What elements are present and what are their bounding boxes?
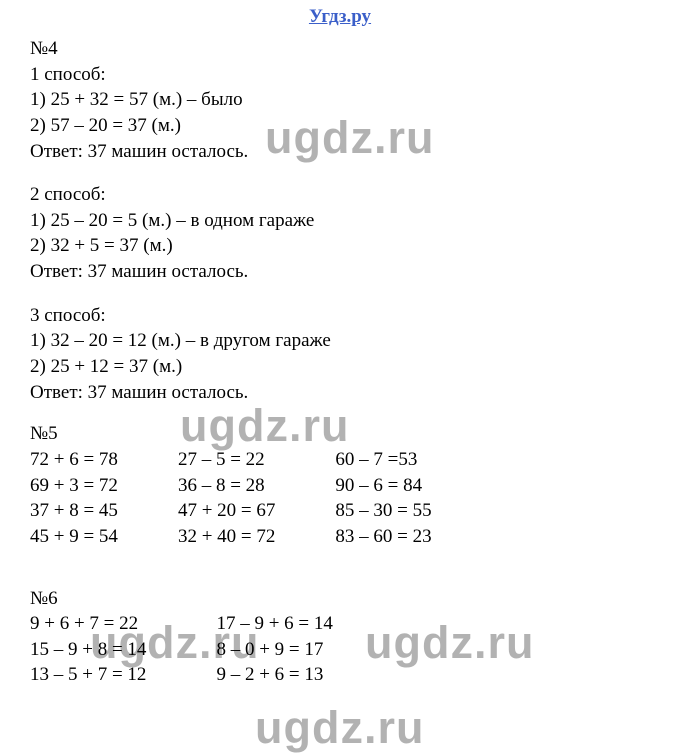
method-2-step-2: 2) 32 + 5 = 37 (м.) [30,233,650,259]
p5-c1-r1: 72 + 6 = 78 [30,447,118,473]
p5-c3-r2: 90 – 6 = 84 [335,473,431,499]
problem-5-col-2: 27 – 5 = 22 36 – 8 = 28 47 + 20 = 67 32 … [178,447,275,550]
problem-6-col-2: 17 – 9 + 6 = 14 8 – 0 + 9 = 17 9 – 2 + 6… [216,611,332,688]
p6-c1-r2: 15 – 9 + 8 = 14 [30,637,146,663]
method-1-step-2: 2) 57 – 20 = 37 (м.) [30,113,650,139]
problem-6: №6 9 + 6 + 7 = 22 15 – 9 + 8 = 14 13 – 5… [30,586,650,689]
problem-5: №5 72 + 6 = 78 69 + 3 = 72 37 + 8 = 45 4… [30,421,650,549]
problem-5-col-1: 72 + 6 = 78 69 + 3 = 72 37 + 8 = 45 45 +… [30,447,118,550]
p6-c2-r2: 8 – 0 + 9 = 17 [216,637,332,663]
p5-c2-r3: 47 + 20 = 67 [178,498,275,524]
p6-c1-r1: 9 + 6 + 7 = 22 [30,611,146,637]
method-3-step-2: 2) 25 + 12 = 37 (м.) [30,354,650,380]
page-content: Угдз.ру №4 1 способ: 1) 25 + 32 = 57 (м.… [30,0,650,702]
method-1-label: 1 способ: [30,62,650,88]
watermark-text: ugdz.ru [255,702,424,754]
method-2-answer: Ответ: 37 машин осталось. [30,259,650,285]
problem-6-title: №6 [30,586,650,612]
problem-5-columns: 72 + 6 = 78 69 + 3 = 72 37 + 8 = 45 45 +… [30,447,650,550]
p6-c2-r3: 9 – 2 + 6 = 13 [216,662,332,688]
problem-4: №4 1 способ: 1) 25 + 32 = 57 (м.) – было… [30,36,650,405]
p6-c2-r1: 17 – 9 + 6 = 14 [216,611,332,637]
problem-6-col-1: 9 + 6 + 7 = 22 15 – 9 + 8 = 14 13 – 5 + … [30,611,146,688]
method-3-label: 3 способ: [30,303,650,329]
problem-4-title: №4 [30,36,650,62]
method-3-answer: Ответ: 37 машин осталось. [30,380,650,406]
p5-c1-r3: 37 + 8 = 45 [30,498,118,524]
method-2-step-1: 1) 25 – 20 = 5 (м.) – в одном гараже [30,208,650,234]
p5-c3-r3: 85 – 30 = 55 [335,498,431,524]
problem-5-title: №5 [30,421,650,447]
p5-c2-r4: 32 + 40 = 72 [178,524,275,550]
p5-c2-r1: 27 – 5 = 22 [178,447,275,473]
site-header-link[interactable]: Угдз.ру [30,6,650,28]
method-2-label: 2 способ: [30,182,650,208]
method-3-step-1: 1) 32 – 20 = 12 (м.) – в другом гараже [30,328,650,354]
p5-c3-r4: 83 – 60 = 23 [335,524,431,550]
p5-c1-r4: 45 + 9 = 54 [30,524,118,550]
p5-c1-r2: 69 + 3 = 72 [30,473,118,499]
p5-c3-r1: 60 – 7 =53 [335,447,431,473]
method-1-step-1: 1) 25 + 32 = 57 (м.) – было [30,87,650,113]
p6-c1-r3: 13 – 5 + 7 = 12 [30,662,146,688]
problem-5-col-3: 60 – 7 =53 90 – 6 = 84 85 – 30 = 55 83 –… [335,447,431,550]
method-1-answer: Ответ: 37 машин осталось. [30,139,650,165]
p5-c2-r2: 36 – 8 = 28 [178,473,275,499]
problem-6-columns: 9 + 6 + 7 = 22 15 – 9 + 8 = 14 13 – 5 + … [30,611,650,688]
